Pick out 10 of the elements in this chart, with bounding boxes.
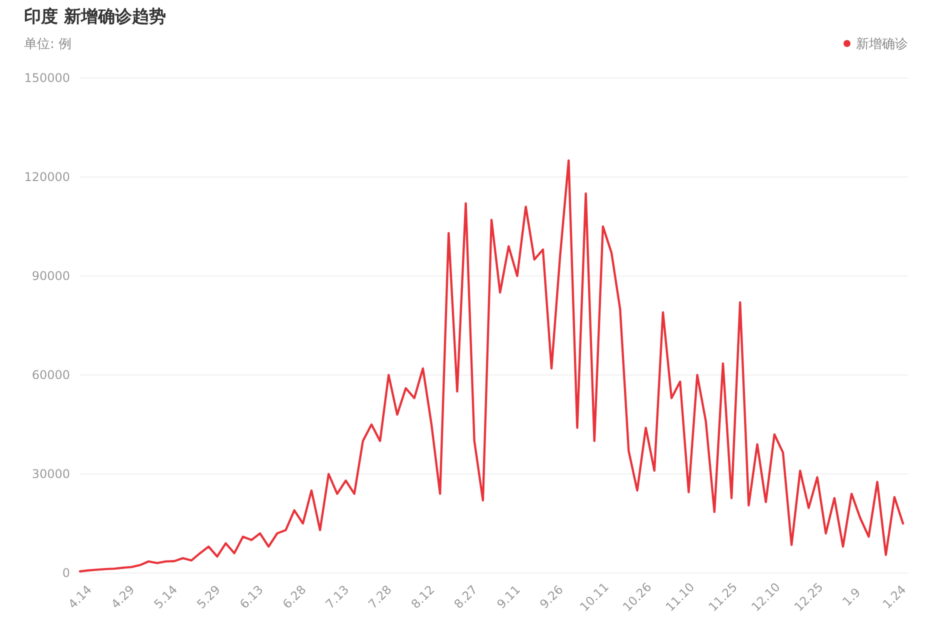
- chart-title: 印度 新增确诊趋势: [24, 7, 166, 27]
- y-tick-label: 90000: [32, 269, 70, 283]
- y-tick-label: 30000: [32, 467, 70, 481]
- y-tick-label: 0: [62, 566, 70, 580]
- y-tick-label: 150000: [24, 71, 70, 85]
- y-tick-label: 120000: [24, 170, 70, 184]
- legend-label: 新增确诊: [856, 37, 908, 52]
- y-tick-label: 60000: [32, 368, 70, 382]
- x-tick-label: 1.9: [840, 585, 864, 609]
- chart-subtitle: 单位: 例: [24, 37, 72, 52]
